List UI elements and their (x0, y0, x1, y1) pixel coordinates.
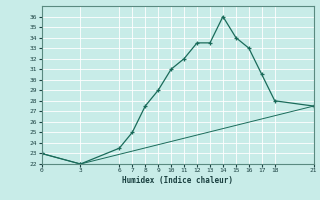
X-axis label: Humidex (Indice chaleur): Humidex (Indice chaleur) (122, 176, 233, 185)
